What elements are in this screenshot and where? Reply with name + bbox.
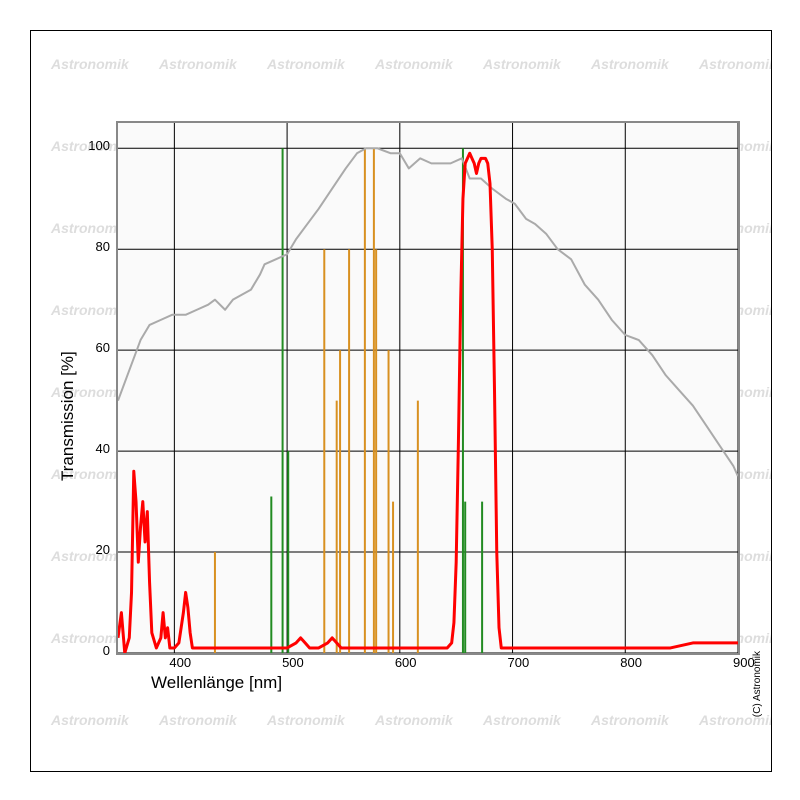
- x-axis-title: Wellenlänge [nm]: [151, 673, 282, 693]
- y-tick-label: 60: [80, 340, 110, 355]
- plot-area: [116, 121, 740, 655]
- x-tick-label: 500: [282, 655, 304, 670]
- x-tick-label: 800: [620, 655, 642, 670]
- y-tick-label: 100: [80, 138, 110, 153]
- y-tick-label: 0: [80, 643, 110, 658]
- y-tick-label: 40: [80, 441, 110, 456]
- x-tick-label: 600: [395, 655, 417, 670]
- x-tick-label: 400: [169, 655, 191, 670]
- chart-frame: AstronomikAstronomikAstronomikAstronomik…: [30, 30, 772, 772]
- y-tick-label: 80: [80, 239, 110, 254]
- gray-series: [118, 148, 738, 476]
- red-series: [118, 153, 738, 653]
- copyright-label: (C) Astronomik: [752, 651, 763, 717]
- y-axis-title: Transmission [%]: [58, 352, 78, 482]
- x-tick-label: 700: [508, 655, 530, 670]
- plot-svg: [118, 123, 738, 653]
- y-tick-label: 20: [80, 542, 110, 557]
